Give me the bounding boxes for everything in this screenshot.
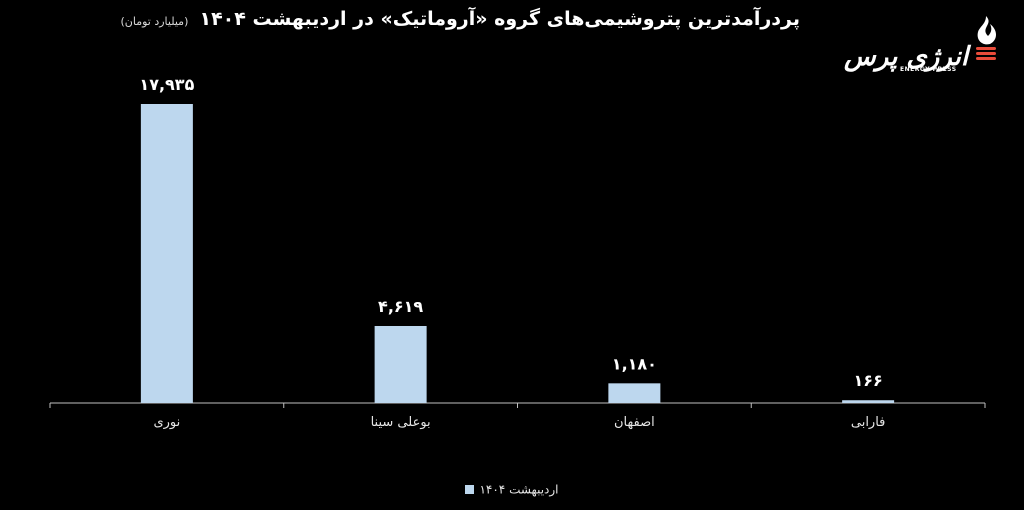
bar bbox=[140, 104, 193, 403]
category-label: فارابی bbox=[851, 415, 886, 430]
data-label: ۴,۶۱۹ bbox=[378, 297, 423, 316]
data-label: ۱۷,۹۳۵ bbox=[139, 75, 194, 94]
logo-subtext: ENERGY PRESS bbox=[900, 66, 957, 73]
legend-swatch bbox=[465, 485, 475, 494]
category-label: بوعلی سینا bbox=[371, 415, 431, 430]
chart-legend: اردیبهشت ۱۴۰۴ bbox=[0, 482, 1024, 497]
category-label: نوری bbox=[153, 415, 180, 430]
bar-chart: ۱۷,۹۳۵ نوری ۴,۶۱۹ بوعلی سینا ۱,۱۸۰ اصفهان ۱۶۶ ف… bbox=[49, 75, 986, 430]
chart-title-block: پردرآمدترین پتروشیمی‌های گروه «آروماتیک»… bbox=[120, 8, 800, 30]
bar bbox=[374, 325, 427, 403]
chart-subtitle: (میلیارد تومان) bbox=[120, 15, 189, 28]
data-label: ۱۶۶ bbox=[853, 371, 882, 390]
logo-text: انرژی پرس bbox=[844, 42, 969, 72]
chart-title: پردرآمدترین پتروشیمی‌های گروه «آروماتیک»… bbox=[199, 8, 800, 30]
bar bbox=[842, 400, 895, 403]
legend-label: اردیبهشت ۱۴۰۴ bbox=[479, 482, 559, 497]
flame-icon bbox=[976, 16, 996, 60]
category-label: اصفهان bbox=[614, 415, 655, 430]
bar bbox=[608, 383, 661, 403]
data-label: ۱,۱۸۰ bbox=[612, 354, 657, 373]
energy-press-logo: انرژی پرس ENERGY PRESS bbox=[838, 14, 1008, 74]
